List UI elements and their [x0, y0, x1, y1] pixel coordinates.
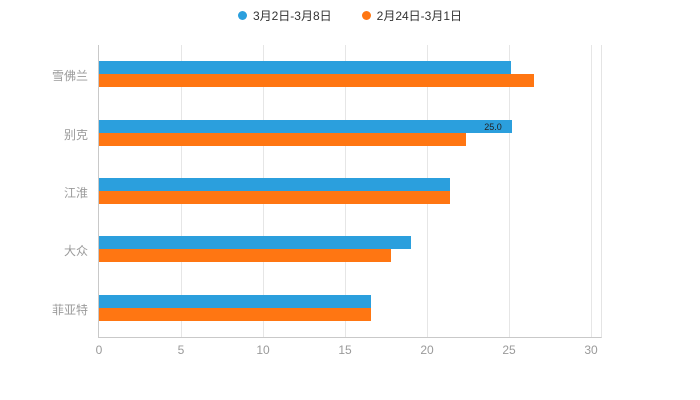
legend-label-period2: 2月24日-3月1日 — [376, 9, 463, 23]
bar-series2-别克 — [99, 132, 467, 146]
y-category-label-4: 大众 — [63, 244, 88, 259]
y-category-label-5: 菲亚特 — [51, 302, 88, 317]
plot-area: 0 5 10 15 20 25 30 25.0 — [96, 45, 602, 357]
bar-series1-江淮 — [99, 178, 450, 191]
x-tick-label-5: 5 — [177, 343, 185, 357]
legend-dot-orange-icon — [361, 11, 371, 20]
legend: 3月2日-3月8日 2月24日-3月1日 — [0, 7, 700, 24]
legend-item-period1[interactable]: 3月2日-3月8日 — [237, 7, 332, 24]
bar-series1-大众 — [99, 236, 411, 250]
x-tick-label-25: 25 — [502, 343, 516, 357]
legend-dot-blue-icon — [237, 11, 247, 20]
bar-series2-雪佛兰 — [99, 74, 534, 88]
bar-series2-江淮 — [99, 191, 450, 204]
y-category-label-1: 雪佛兰 — [51, 69, 88, 84]
y-category-label-2: 别克 — [63, 127, 88, 142]
bar-series2-菲亚特 — [99, 307, 372, 321]
x-tick-label-0: 0 — [95, 343, 103, 357]
bar-series1-雪佛兰 — [99, 61, 511, 75]
x-tick-label-10: 10 — [256, 343, 270, 357]
bar-value-annotation: 25.0 — [484, 121, 502, 132]
bar-series2-大众 — [99, 249, 391, 263]
legend-item-period2[interactable]: 2月24日-3月1日 — [361, 7, 463, 24]
bar-series1-菲亚特 — [99, 294, 372, 308]
gridline-x-30 — [591, 45, 592, 337]
y-category-label-3: 江淮 — [63, 186, 88, 200]
bar-series1-别克 — [99, 119, 513, 133]
x-tick-label-30: 30 — [584, 343, 598, 357]
gridline-x-25 — [509, 45, 510, 337]
x-tick-label-20: 20 — [420, 343, 434, 357]
legend-label-period1: 3月2日-3月8日 — [252, 9, 332, 23]
x-tick-label-15: 15 — [338, 343, 352, 357]
